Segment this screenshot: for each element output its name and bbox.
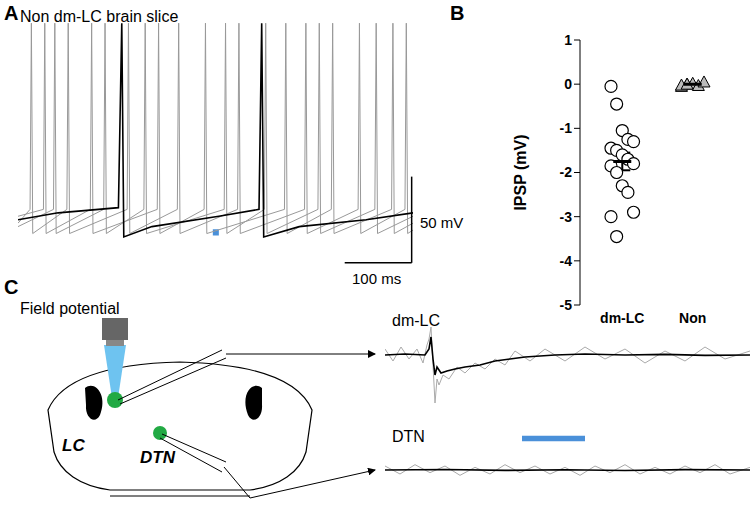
svg-text:dm-LC: dm-LC <box>600 310 644 326</box>
svg-text:-5: -5 <box>560 297 573 313</box>
html-text:Non dm-LC brain slice: Non dm-LC brain slice <box>20 8 179 25</box>
svg-text:1: 1 <box>564 32 572 48</box>
html-text:A: A <box>4 2 19 24</box>
html-text:DTN: DTN <box>140 448 175 467</box>
html-text:dm-LC: dm-LC <box>392 312 440 329</box>
svg-text:-3: -3 <box>560 209 573 225</box>
svg-text:-4: -4 <box>560 253 573 269</box>
svg-text:-2: -2 <box>560 164 573 180</box>
html-text:100 ms: 100 ms <box>352 270 402 287</box>
html-text:LC: LC <box>62 436 85 455</box>
html-text:50 mV: 50 mV <box>420 214 464 231</box>
svg-text:Non: Non <box>679 310 706 326</box>
svg-text:0: 0 <box>564 76 572 92</box>
svg-text:-1: -1 <box>560 120 573 136</box>
svg-text:IPSP (mV): IPSP (mV) <box>512 134 529 210</box>
html-text:B: B <box>450 2 465 24</box>
html-text:Field potential: Field potential <box>20 300 120 317</box>
html-text:C: C <box>4 276 19 298</box>
html-text:DTN: DTN <box>392 428 425 445</box>
